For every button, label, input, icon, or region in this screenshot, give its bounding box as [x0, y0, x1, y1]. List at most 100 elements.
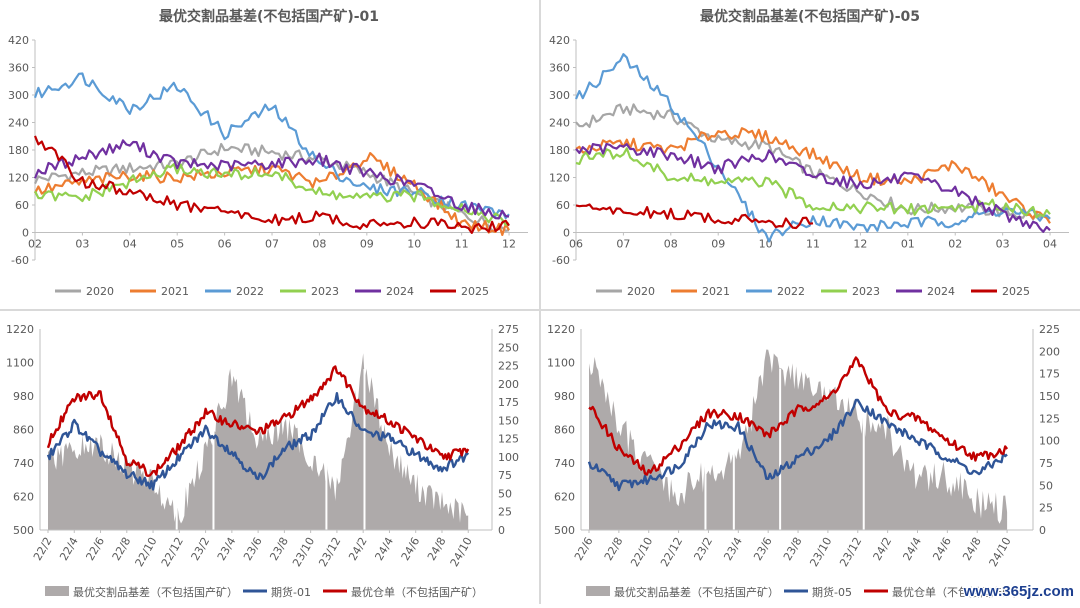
- y-right-tick-label: 0: [498, 524, 505, 537]
- x-tick-label: 24/6: [399, 535, 423, 563]
- chart-panel-basis-05: 最优交割品基差(不包括国产矿)-05 420 360 300 240 180 120 60 0 -…: [541, 0, 1080, 309]
- x-tick-label: 06: [218, 238, 232, 251]
- x-tick-label: 23/4: [721, 535, 745, 563]
- x-tick-label: 22/12: [159, 535, 186, 569]
- legend-label: 2021: [161, 285, 189, 298]
- y-left-tick-label: 500: [554, 524, 575, 537]
- x-tick-label: 23/12: [316, 535, 343, 569]
- vertical-divider: [539, 0, 541, 604]
- y-right-tick-label: 175: [498, 396, 519, 409]
- y-tick-label: 300: [8, 89, 29, 102]
- x-tick-label: 23/8: [267, 535, 291, 563]
- legend-label: 期货-05: [812, 585, 852, 599]
- x-tick-label: 23/10: [290, 535, 317, 569]
- legend-label: 2025: [1002, 285, 1030, 298]
- y-right-tick-label: 75: [498, 469, 512, 482]
- x-tick-label: 05: [170, 238, 184, 251]
- chart-panel-basis-01: 最优交割品基差(不包括国产矿)-01 420 360 300 240 180 120 60 0 -…: [0, 0, 539, 309]
- y-tick-label: 240: [549, 117, 570, 130]
- chart-panel-futures-01: 1220 1100 980 860 740 620 500 275 250 225 200 175 15…: [0, 311, 539, 604]
- x-tick-label: 11: [806, 238, 820, 251]
- legend-swatch: [45, 586, 69, 596]
- y-tick-label: 300: [549, 89, 570, 102]
- y-right-tick-label: 75: [1039, 457, 1053, 470]
- y-right-tick-label: 125: [498, 433, 519, 446]
- y-right-tick-label: 25: [1039, 502, 1053, 515]
- y-tick-label: 60: [15, 199, 29, 212]
- legend-label: 期货-01: [271, 585, 311, 599]
- y-tick-label: 180: [549, 144, 570, 157]
- futures-05-dual-axis-chart: 1220110098086074062050022520017515012510…: [547, 323, 1060, 599]
- horizontal-divider: [0, 309, 1080, 311]
- y-left-tick-label: 740: [554, 457, 575, 470]
- series-line-2025: [575, 203, 814, 230]
- y-tick-label: 360: [549, 62, 570, 75]
- y-right-tick-label: 200: [498, 378, 519, 391]
- y-left-tick-label: 1220: [547, 323, 575, 336]
- y-right-tick-label: 100: [498, 451, 519, 464]
- x-tick-label: 24/8: [425, 535, 449, 563]
- x-tick-label: 23/12: [837, 535, 864, 569]
- y-tick-label: 60: [556, 199, 570, 212]
- x-tick-label: 03: [996, 238, 1010, 251]
- x-tick-label: 09: [711, 238, 725, 251]
- legend-label: 2020: [86, 285, 114, 298]
- basis-05-seasonal-chart: 最优交割品基差(不包括国产矿)-05 420 360 300 240 180 120 60 0 -…: [549, 8, 1069, 298]
- y-left-tick-label: 500: [13, 524, 34, 537]
- y-left-tick-label: 980: [554, 390, 575, 403]
- x-tick-label: 03: [75, 238, 89, 251]
- x-tick-label: 23/8: [781, 535, 805, 563]
- y-right-tick-label: 50: [498, 487, 512, 500]
- y-right-tick-label: 175: [1039, 368, 1060, 381]
- y-right-tick-label: 250: [498, 341, 519, 354]
- series-line-最优仓单（不包括国产矿）: [46, 365, 470, 478]
- series-line-期货-01: [46, 392, 470, 491]
- series-line-2021: [575, 127, 1051, 224]
- legend-label: 2022: [777, 285, 805, 298]
- site-watermark: www.365jz.com: [963, 583, 1074, 600]
- y-tick-label: 180: [8, 144, 29, 157]
- x-tick-label: 24/10: [448, 535, 475, 569]
- x-tick-label: 24/10: [987, 535, 1014, 569]
- y-left-tick-label: 980: [13, 390, 34, 403]
- legend-label: 最优仓单（不包括国产矿）: [351, 585, 483, 599]
- x-tick-label: 24/4: [372, 535, 396, 563]
- x-tick-label: 23/4: [215, 535, 239, 563]
- legend-label: 2021: [702, 285, 730, 298]
- y-right-tick-label: 225: [1039, 323, 1060, 336]
- y-tick-label: 420: [549, 34, 570, 47]
- y-right-tick-label: 100: [1039, 435, 1060, 448]
- y-left-tick-label: 740: [13, 457, 34, 470]
- legend-label: 2024: [927, 285, 955, 298]
- x-tick-label: 24/2: [871, 535, 895, 563]
- legend-label: 2025: [461, 285, 489, 298]
- x-tick-label: 22/10: [628, 535, 655, 569]
- y-tick-label: 360: [8, 62, 29, 75]
- x-tick-label: 07: [616, 238, 630, 251]
- y-right-tick-label: 150: [1039, 390, 1060, 403]
- y-right-tick-label: 225: [498, 360, 519, 373]
- area-basis: [589, 349, 1008, 530]
- y-left-tick-label: 860: [554, 424, 575, 437]
- legend-label: 2020: [627, 285, 655, 298]
- x-tick-label: 09: [360, 238, 374, 251]
- x-tick-label: 08: [312, 238, 326, 251]
- x-tick-label: 24/4: [900, 535, 924, 563]
- legend-label: 最优交割品基差（不包括国产矿）: [73, 585, 238, 599]
- legend-label: 2023: [852, 285, 880, 298]
- y-tick-label: 120: [8, 172, 29, 185]
- series-line-2020: [34, 142, 510, 233]
- y-left-tick-label: 1100: [6, 357, 34, 370]
- y-tick-label: 240: [8, 117, 29, 130]
- y-right-tick-label: 125: [1039, 412, 1060, 425]
- x-tick-label: 24/8: [960, 535, 984, 563]
- y-left-tick-label: 1220: [6, 323, 34, 336]
- chart-title: 最优交割品基差(不包括国产矿)-01: [159, 8, 379, 25]
- series-line-2025: [33, 135, 510, 234]
- y-right-tick-label: 25: [498, 506, 512, 519]
- legend-label: 2023: [311, 285, 339, 298]
- series-line-期货-05: [587, 398, 1008, 492]
- x-tick-label: 04: [123, 238, 137, 251]
- futures-01-dual-axis-chart: 1220110098086074062050027525022520017515…: [6, 323, 519, 599]
